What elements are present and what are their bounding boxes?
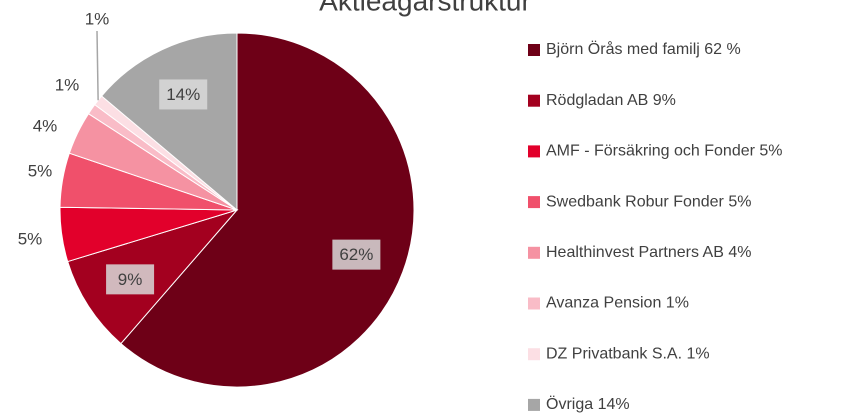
legend-label: DZ Privatbank S.A. 1% [546,345,710,362]
data-label: 5% [18,229,43,248]
data-label: 1% [85,9,110,28]
legend-label: Healthinvest Partners AB 4% [546,244,751,261]
data-label-box [332,239,381,270]
data-label: 4% [33,116,58,135]
legend-label: Björn Örås med familj 62 % [546,40,741,58]
data-label: 62% [339,245,373,264]
pie-slice [100,32,238,212]
data-label: 14% [166,85,200,104]
data-label-box [159,79,208,110]
legend-label: Swedbank Robur Fonder 5% [546,193,751,210]
legend-swatch [528,44,540,56]
legend-label: Avanza Pension 1% [546,295,689,312]
data-label: 5% [28,161,53,180]
data-label: 9% [118,270,143,289]
legend-label: Rödgladan AB 9% [546,92,676,109]
legend-swatch [528,297,540,310]
legend-label: AMF - Försäkring och Fonder 5% [546,143,783,160]
pie-slice [120,32,415,388]
legend-swatch [528,94,540,107]
legend-swatch [528,398,540,411]
legend-swatch [528,145,540,158]
leader-line [96,30,99,101]
legend-swatch [528,246,540,259]
legend-label: Övriga 14% [546,395,630,413]
legend-swatch [528,196,540,209]
legend-swatch [528,348,540,361]
data-label-box [106,264,155,295]
data-label: 1% [55,75,80,94]
chart-title: Aktieägarstruktur [319,0,531,16]
